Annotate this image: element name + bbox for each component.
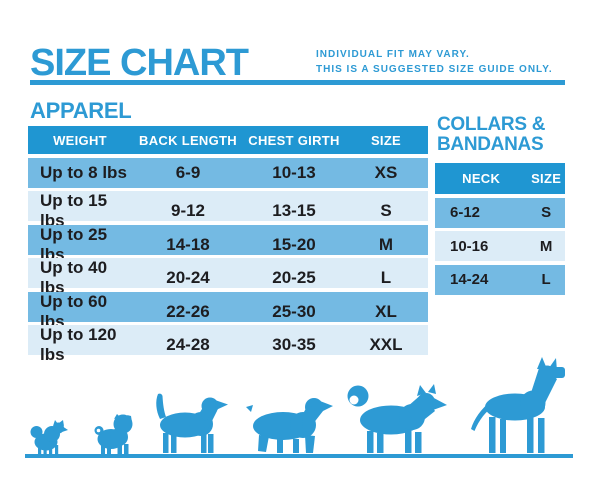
collar-row-m: 10-16 M (435, 231, 565, 261)
cell-back-length: 6-9 (175, 162, 201, 182)
table-row-m: Up to 25 lbs 14-18 15-20 M (28, 224, 428, 264)
cell-size: S (380, 201, 392, 220)
cell-weight: Up to 120 lbs (40, 325, 117, 364)
table-row-l: Up to 40 lbs 20-24 20-25 L (28, 258, 428, 297)
column-header-weight: WEIGHT (53, 132, 107, 148)
column-header-neck: NECK (462, 171, 501, 186)
cell-chest-girth: 30-35 (272, 335, 316, 354)
collar-row-l: 14-24 L (435, 264, 565, 295)
apparel-size-table: WEIGHT BACK LENGTH CHEST GIRTH SIZE Up t… (28, 126, 428, 364)
collar-row-s: 6-12 S (435, 197, 565, 228)
table-row-s: Up to 15 lbs 9-12 13-15 S (28, 191, 428, 230)
title-underline-rule (30, 80, 565, 85)
column-header-size: SIZE (370, 132, 402, 148)
cell-chest-girth: 15-20 (272, 234, 316, 254)
cell-back-length: 22-26 (166, 301, 210, 321)
cell-weight: Up to 8 lbs (40, 162, 127, 182)
collars-table-header-row: NECK SIZE (435, 163, 565, 194)
column-header-chest-girth: CHEST GIRTH (248, 132, 340, 148)
cell-size: XL (375, 301, 397, 321)
cell-chest-girth: 10-13 (272, 162, 316, 182)
table-row-xs: Up to 8 lbs 6-9 10-13 XS (28, 157, 428, 188)
cell-neck: 14-24 (450, 271, 489, 288)
cocker-spaniel-icon (246, 398, 333, 453)
column-header-back-length: BACK LENGTH (139, 132, 237, 148)
apparel-section-heading: APPAREL (30, 98, 132, 123)
cell-chest-girth: 20-25 (272, 268, 316, 287)
cell-size: XXL (369, 335, 403, 354)
cell-size: L (380, 268, 392, 287)
cell-neck: 6-12 (450, 204, 481, 221)
collars-section-heading: COLLARS & BANDANAS (437, 115, 545, 155)
cell-size: M (539, 237, 553, 255)
collars-heading-line-2: BANDANAS (437, 134, 544, 155)
table-row-xxl: Up to 120 lbs 24-28 30-35 XXL (28, 325, 428, 364)
ground-line (25, 454, 573, 458)
beagle-icon (156, 393, 228, 453)
pomeranian-icon (30, 420, 68, 455)
cell-back-length: 9-12 (170, 201, 206, 220)
cell-back-length: 20-24 (166, 268, 210, 287)
cell-back-length: 24-28 (166, 335, 210, 354)
page-title: SIZE CHART (30, 42, 249, 84)
collars-size-table: NECK SIZE 6-12 S 10-16 M 14-24 L (435, 163, 565, 295)
pug-icon (94, 414, 133, 455)
husky-icon (347, 384, 447, 453)
apparel-table-header-row: WEIGHT BACK LENGTH CHEST GIRTH SIZE (28, 126, 428, 154)
cell-size: L (541, 271, 551, 288)
cell-neck: 10-16 (450, 237, 489, 255)
collars-heading-line-1: COLLARS & (437, 114, 546, 135)
table-row-xl: Up to 60 lbs 22-26 25-30 XL (28, 291, 428, 331)
cell-size: M (378, 234, 394, 254)
cell-size: S (541, 204, 552, 221)
column-header-size: SIZE (531, 171, 562, 186)
disclaimer-line-2: THIS IS A SUGGESTED SIZE GUIDE ONLY. (316, 64, 553, 75)
cell-size: XS (374, 162, 398, 182)
great-dane-icon (471, 357, 565, 453)
disclaimer-line-1: INDIVIDUAL FIT MAY VARY. (316, 49, 470, 60)
cell-back-length: 14-18 (166, 234, 210, 254)
disclaimer-text: INDIVIDUAL FIT MAY VARY. THIS IS A SUGGE… (316, 47, 586, 77)
cell-chest-girth: 13-15 (272, 201, 316, 220)
cell-chest-girth: 25-30 (272, 301, 316, 321)
